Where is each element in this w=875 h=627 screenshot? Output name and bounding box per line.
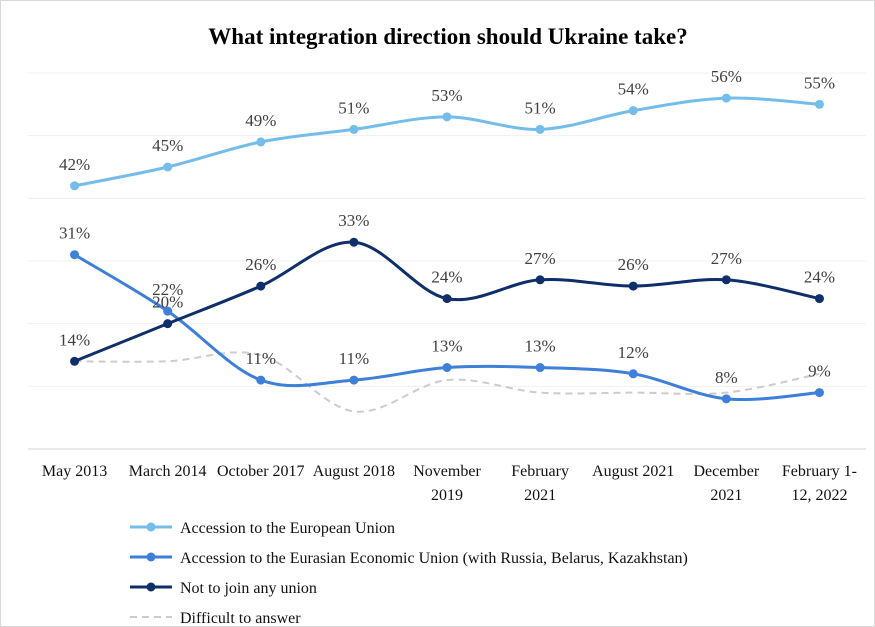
x-tick-label: February 2021 bbox=[511, 463, 569, 504]
data-point bbox=[442, 112, 452, 122]
data-label: 11% bbox=[339, 349, 370, 368]
data-point bbox=[442, 294, 452, 304]
data-label: 27% bbox=[525, 249, 556, 268]
data-point bbox=[814, 388, 824, 398]
x-tick-label: May 2013 bbox=[41, 463, 108, 480]
x-tick-label: March 2014 bbox=[128, 463, 207, 480]
data-label: 27% bbox=[711, 249, 742, 268]
data-label: 51% bbox=[525, 98, 556, 117]
data-label: 13% bbox=[431, 337, 462, 356]
data-label: 56% bbox=[711, 67, 742, 86]
data-point bbox=[256, 137, 266, 147]
data-point bbox=[535, 124, 545, 134]
data-label: 24% bbox=[431, 268, 462, 287]
x-tick-label: August 2021 bbox=[592, 463, 675, 480]
data-label: 53% bbox=[431, 86, 462, 105]
data-label: 11% bbox=[246, 349, 277, 368]
data-label: 54% bbox=[618, 80, 649, 99]
x-tick-label: December 2021 bbox=[693, 463, 760, 504]
data-point bbox=[721, 93, 731, 103]
data-label: 26% bbox=[245, 255, 276, 274]
data-point bbox=[721, 275, 731, 285]
data-label: 51% bbox=[338, 98, 369, 117]
data-point bbox=[70, 250, 80, 260]
data-point bbox=[163, 162, 173, 172]
data-label: 49% bbox=[245, 111, 276, 130]
data-point bbox=[349, 375, 359, 385]
data-label: 12% bbox=[618, 343, 649, 362]
x-tick-label: November 2019 bbox=[413, 463, 481, 504]
x-tick-label: October 2017 bbox=[217, 463, 305, 480]
data-point bbox=[814, 99, 824, 109]
data-point bbox=[256, 375, 266, 385]
data-point bbox=[256, 281, 266, 291]
data-point bbox=[535, 275, 545, 285]
data-point bbox=[163, 319, 173, 329]
legend-label: Accession to the Eurasian Economic Union… bbox=[180, 550, 688, 567]
data-label: 45% bbox=[152, 136, 183, 155]
data-label: 33% bbox=[338, 211, 369, 230]
data-label: 31% bbox=[59, 224, 90, 243]
data-point bbox=[721, 394, 731, 404]
x-tick-label: August 2018 bbox=[312, 463, 395, 480]
data-label: 26% bbox=[618, 255, 649, 274]
data-label: 24% bbox=[804, 268, 835, 287]
data-point bbox=[814, 294, 824, 304]
data-label: 13% bbox=[525, 337, 556, 356]
data-point bbox=[349, 124, 359, 134]
data-point bbox=[70, 181, 80, 191]
legend-marker bbox=[146, 552, 156, 562]
legend-label: Difficult to answer bbox=[180, 610, 301, 627]
data-label: 8% bbox=[715, 368, 738, 387]
legend-marker bbox=[146, 522, 156, 532]
data-point bbox=[535, 363, 545, 373]
data-point bbox=[70, 356, 80, 366]
data-point bbox=[349, 237, 359, 247]
x-tick-label: February 1-12, 2022 bbox=[781, 463, 857, 504]
legend-label: Accession to the European Union bbox=[180, 520, 395, 537]
data-label: 42% bbox=[59, 155, 90, 174]
legend-label: Not to join any union bbox=[180, 580, 317, 597]
data-label: 22% bbox=[152, 280, 183, 299]
data-point bbox=[628, 106, 638, 116]
data-label: 9% bbox=[808, 362, 831, 381]
data-label: 14% bbox=[59, 330, 90, 349]
data-label: 20% bbox=[152, 293, 183, 312]
data-point bbox=[628, 369, 638, 379]
data-point bbox=[442, 363, 452, 373]
legend-marker bbox=[146, 582, 156, 592]
chart-title: What integration direction should Ukrain… bbox=[208, 24, 687, 49]
data-label: 55% bbox=[804, 73, 835, 92]
series-line bbox=[74, 351, 820, 413]
data-point bbox=[163, 306, 173, 316]
data-point bbox=[628, 281, 638, 291]
